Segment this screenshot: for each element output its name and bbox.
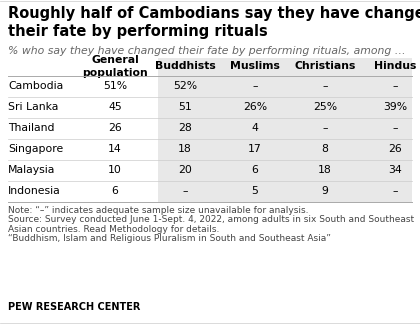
Text: 6: 6 [252, 165, 258, 175]
Text: Christians: Christians [294, 62, 356, 71]
Text: 51%: 51% [103, 81, 127, 91]
Text: Hindus: Hindus [374, 62, 416, 71]
Text: Source: Survey conducted June 1-Sept. 4, 2022, among adults in six South and Sou: Source: Survey conducted June 1-Sept. 4,… [8, 215, 414, 224]
Text: 5: 5 [252, 186, 258, 196]
Text: 25%: 25% [313, 102, 337, 112]
Text: 26%: 26% [243, 102, 267, 112]
Text: 8: 8 [322, 144, 328, 154]
Text: 28: 28 [178, 123, 192, 133]
Text: “Buddhism, Islam and Religious Pluralism in South and Southeast Asia”: “Buddhism, Islam and Religious Pluralism… [8, 234, 331, 243]
Text: 39%: 39% [383, 102, 407, 112]
Text: –: – [252, 81, 258, 91]
Text: 4: 4 [252, 123, 258, 133]
Text: 34: 34 [388, 165, 402, 175]
Text: 26: 26 [108, 123, 122, 133]
Text: 18: 18 [178, 144, 192, 154]
Text: –: – [322, 123, 328, 133]
Text: General
population: General population [82, 55, 148, 78]
Text: Buddhists: Buddhists [155, 62, 215, 71]
Text: Cambodia: Cambodia [8, 81, 63, 91]
Text: Note: “–” indicates adequate sample size unavailable for analysis.: Note: “–” indicates adequate sample size… [8, 206, 309, 215]
Text: 14: 14 [108, 144, 122, 154]
Text: –: – [182, 186, 188, 196]
Text: 6: 6 [112, 186, 118, 196]
Text: Malaysia: Malaysia [8, 165, 55, 175]
Text: Thailand: Thailand [8, 123, 55, 133]
Text: Muslims: Muslims [230, 62, 280, 71]
Text: –: – [322, 81, 328, 91]
Text: 9: 9 [322, 186, 328, 196]
Text: 26: 26 [388, 144, 402, 154]
Text: 52%: 52% [173, 81, 197, 91]
Text: –: – [392, 123, 398, 133]
Text: 45: 45 [108, 102, 122, 112]
Text: PEW RESEARCH CENTER: PEW RESEARCH CENTER [8, 302, 140, 312]
Text: 20: 20 [178, 165, 192, 175]
Text: Singapore: Singapore [8, 144, 63, 154]
Text: –: – [392, 186, 398, 196]
Text: % who say they have changed their fate by performing rituals, among …: % who say they have changed their fate b… [8, 46, 406, 56]
Text: Indonesia: Indonesia [8, 186, 61, 196]
Text: Asian countries. Read Methodology for details.: Asian countries. Read Methodology for de… [8, 225, 219, 234]
Text: Roughly half of Cambodians say they have changed
their fate by performing ritual: Roughly half of Cambodians say they have… [8, 6, 420, 39]
Text: 51: 51 [178, 102, 192, 112]
Text: Sri Lanka: Sri Lanka [8, 102, 58, 112]
Text: –: – [392, 81, 398, 91]
Bar [158, 58, 412, 202]
Text: 17: 17 [248, 144, 262, 154]
Text: 10: 10 [108, 165, 122, 175]
Text: 18: 18 [318, 165, 332, 175]
